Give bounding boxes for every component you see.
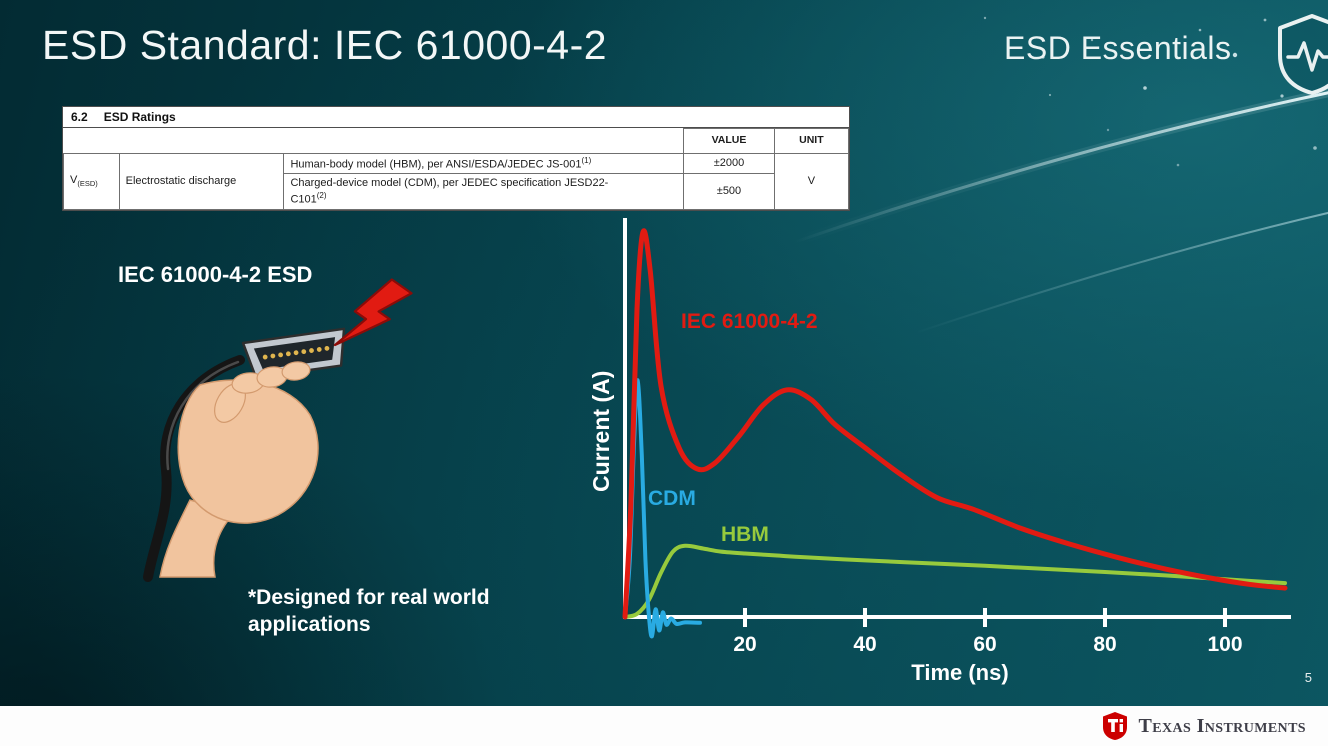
- waveform-chart: 20 40 60 80 100: [622, 218, 1291, 656]
- model-cell-cdm: Charged-device model (CDM), per JEDEC sp…: [283, 173, 685, 210]
- table-header-row: VALUE UNIT: [63, 128, 850, 154]
- col-header-unit: UNIT: [773, 128, 850, 154]
- table-section-heading: 6.2 ESD Ratings: [63, 107, 849, 128]
- table-row: V(ESD) Electrostatic discharge Human-bod…: [63, 152, 850, 210]
- chart-axes: [623, 218, 1291, 619]
- x-axis-label: Time (ns): [911, 660, 1009, 685]
- series-label-iec: IEC 61000-4-2: [681, 310, 818, 333]
- header-spacer: [63, 128, 120, 154]
- col-header-value: VALUE: [683, 128, 775, 154]
- x-tick-label: 60: [973, 633, 996, 656]
- series-label-cdm: CDM: [648, 487, 696, 510]
- note-text: *Designed for real world applications: [248, 586, 490, 637]
- lightning-bolt-icon: [333, 278, 413, 347]
- header-spacer: [119, 128, 284, 154]
- table-section-title: ESD Ratings: [103, 110, 176, 124]
- page-title: ESD Standard: IEC 61000-4-2: [42, 22, 608, 68]
- symbol-cell: V(ESD): [63, 152, 120, 210]
- series-label-hbm: HBM: [721, 523, 769, 546]
- unit-cell: V: [773, 152, 850, 210]
- chart-area: 20 40 60 80 100: [595, 212, 1305, 667]
- header-spacer: [283, 128, 684, 154]
- model-text: Charged-device model (CDM), per JEDEC sp…: [290, 177, 609, 190]
- parameter-cell: Electrostatic discharge: [118, 152, 285, 210]
- ti-logo-text: Texas Instruments: [1138, 714, 1306, 737]
- x-tick-label: 20: [733, 633, 756, 656]
- ti-bug-icon: [1103, 712, 1128, 740]
- model-text-wrap: C101: [290, 193, 317, 206]
- series-curve-iec: [622, 228, 1288, 620]
- fingers: [231, 361, 311, 394]
- brand-title: ESD Essentials: [1004, 30, 1232, 66]
- value-cell-cdm: ±500: [683, 173, 775, 210]
- cable-highlight: [166, 360, 240, 471]
- model-footnote: (2): [316, 190, 327, 200]
- palm: [177, 379, 319, 524]
- x-tick-label: 40: [853, 633, 876, 656]
- table-row: Charged-device model (CDM), per JEDEC sp…: [64, 173, 849, 210]
- x-tick-label: 100: [1207, 633, 1242, 656]
- value-cell-hbm: ±2000: [683, 152, 775, 175]
- page-number: 5: [1304, 670, 1312, 685]
- model-cell-hbm: Human-body model (HBM), per ANSI/ESDA/JE…: [283, 152, 685, 175]
- symbol-text: V: [70, 174, 78, 187]
- symbol-subscript: (ESD): [77, 179, 98, 189]
- hdmi-pins: [262, 345, 330, 360]
- wrist: [159, 499, 237, 578]
- shield-pulse-icon: [1278, 14, 1328, 95]
- x-tick-label: 80: [1093, 633, 1116, 656]
- footer-bar: Texas Instruments: [0, 706, 1328, 746]
- esd-ratings-table: 6.2 ESD Ratings VALUE UNIT V(ESD) Electr…: [62, 106, 850, 211]
- series-curve-hbm: [623, 543, 1287, 619]
- illustration-caption: IEC 61000-4-2 ESD: [118, 262, 313, 287]
- model-footnote: (1): [581, 155, 592, 165]
- hdmi-connector: [241, 327, 346, 379]
- model-text: Human-body model (HBM), per ANSI/ESDA/JE…: [290, 158, 582, 171]
- y-axis-label: Current (A): [588, 370, 614, 492]
- hand-holding-hdmi-illustration: [143, 278, 413, 582]
- table-section-number: 6.2: [71, 110, 88, 124]
